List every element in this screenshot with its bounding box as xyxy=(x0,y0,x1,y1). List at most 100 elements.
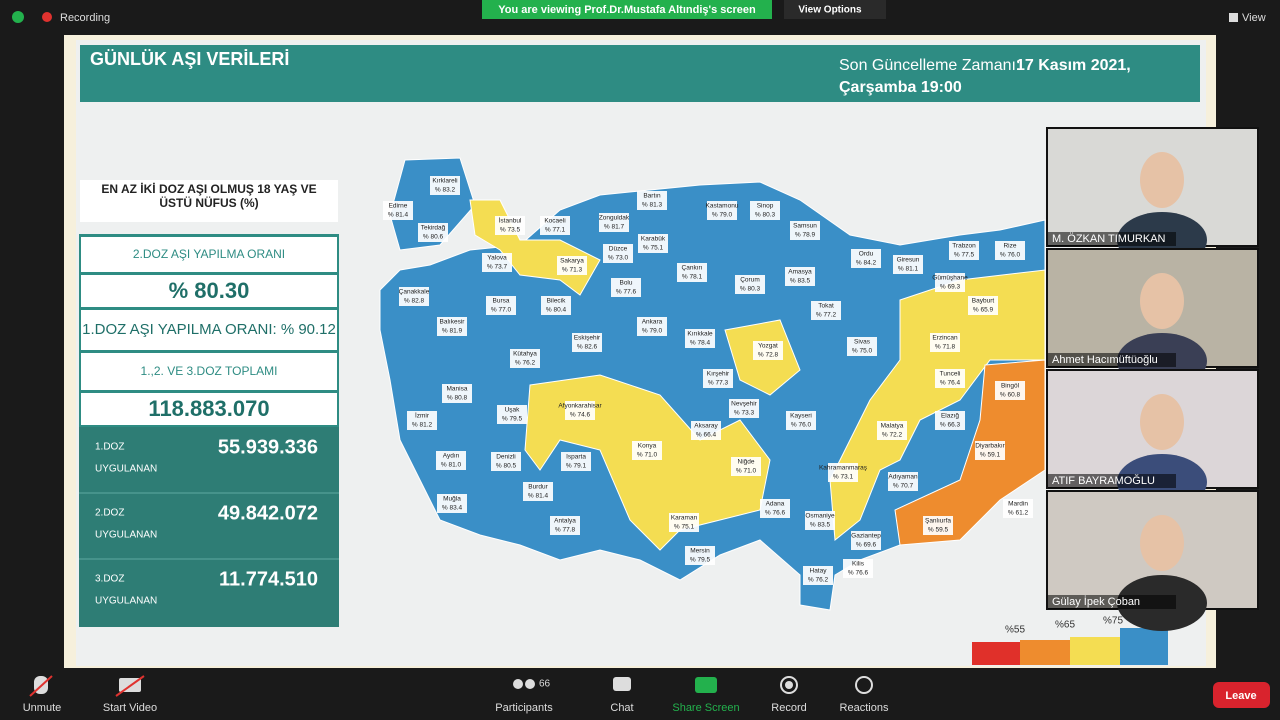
slide-header xyxy=(80,45,1200,102)
province-value: % 72.2 xyxy=(882,432,903,439)
province-value: % 81.7 xyxy=(604,224,625,231)
legend-swatch xyxy=(972,642,1020,665)
start-video-label[interactable]: Start Video xyxy=(103,702,157,714)
mute-slash xyxy=(29,675,53,697)
province-value: % 74.6 xyxy=(570,412,591,419)
province-label-box xyxy=(557,256,587,275)
province-label-box xyxy=(729,399,759,418)
province-name: Aydın xyxy=(443,453,460,460)
chat-label[interactable]: Chat xyxy=(610,702,633,714)
province-label-box xyxy=(669,513,699,532)
province-name: Samsun xyxy=(793,223,817,230)
updated-label: Son Güncelleme Zamanı: xyxy=(839,57,1020,74)
reactions-label[interactable]: Reactions xyxy=(840,702,889,714)
province-name: Isparta xyxy=(566,454,586,461)
province-name: Denizli xyxy=(496,454,516,461)
chat-icon[interactable] xyxy=(613,677,631,691)
province-name: Manisa xyxy=(447,386,468,393)
province-label-box xyxy=(731,457,761,476)
province-value: % 81.1 xyxy=(898,266,919,273)
security-icon[interactable] xyxy=(12,11,24,23)
view-options-button[interactable] xyxy=(784,0,886,19)
province-value: % 80.6 xyxy=(423,234,444,241)
dose-count: 55.939.336 xyxy=(218,436,318,458)
dose-count: 11.774.510 xyxy=(219,568,318,590)
province-value: % 73.7 xyxy=(487,264,508,271)
province-label-box xyxy=(790,221,820,240)
province-value: % 79.5 xyxy=(690,557,711,564)
province-name: Balıkesir xyxy=(440,319,466,326)
participant-name: Gülay İpek Çoban xyxy=(1052,595,1140,608)
participant-name: Ahmet Hacımüftüoğlu xyxy=(1052,354,1158,366)
province-label-box xyxy=(495,216,525,235)
province-label-box xyxy=(685,546,715,565)
province-label-box xyxy=(550,516,580,535)
record-label[interactable]: Record xyxy=(771,702,806,714)
participants-icon[interactable] xyxy=(513,679,523,689)
participant-count: 66 xyxy=(539,679,551,690)
unmute-label[interactable]: Unmute xyxy=(23,702,62,714)
province-name: Nevşehir xyxy=(731,401,757,408)
participant-name: M. ÖZKAN TIMURKAN xyxy=(1052,233,1166,245)
participant-face xyxy=(1140,394,1184,450)
province-name: Sinop xyxy=(757,203,774,210)
province-name: Amasya xyxy=(788,269,812,276)
province-name: Bingöl xyxy=(1001,383,1020,390)
province-name: Giresun xyxy=(897,257,920,264)
province-label-box xyxy=(753,341,783,360)
province-value: % 78.1 xyxy=(682,274,703,281)
province-label-box xyxy=(750,201,780,220)
province-label-box xyxy=(935,273,965,292)
province-value: % 76.6 xyxy=(848,570,869,577)
legend-swatch xyxy=(1070,637,1120,665)
province-value: % 59.5 xyxy=(928,527,949,534)
province-value: % 73.3 xyxy=(734,410,755,417)
reactions-icon[interactable] xyxy=(855,676,873,694)
province-name: Eskişehir xyxy=(574,335,601,342)
province-name: Kırıkkale xyxy=(687,331,713,338)
province-label-box xyxy=(437,494,467,513)
share-screen-label[interactable]: Share Screen xyxy=(672,702,739,714)
toolbar xyxy=(0,668,1280,720)
province-label-box xyxy=(599,213,629,232)
province-label-box xyxy=(637,191,667,210)
participants-label[interactable]: Participants xyxy=(495,702,553,714)
province-name: Kahramanmaraş xyxy=(819,465,868,472)
province-label-box xyxy=(561,452,591,471)
province-name: Burdur xyxy=(528,484,548,491)
province-value: % 80.3 xyxy=(740,286,761,293)
province-value: % 80.8 xyxy=(447,395,468,402)
province-name: Rize xyxy=(1003,243,1016,250)
leave-label[interactable]: Leave xyxy=(1225,690,1256,702)
province-label-box xyxy=(786,411,816,430)
province-label-box xyxy=(888,472,918,491)
leave-button[interactable] xyxy=(1213,682,1270,708)
recording-label: Recording xyxy=(60,12,110,24)
province-label-box xyxy=(968,296,998,315)
province-value: % 66.3 xyxy=(940,422,961,429)
province-value: % 83.2 xyxy=(435,187,456,194)
map-region xyxy=(894,359,1046,546)
participants-icon[interactable] xyxy=(525,679,535,689)
province-label-box xyxy=(843,559,873,578)
view-options-label[interactable]: View Options xyxy=(798,5,862,16)
province-label-box xyxy=(930,333,960,352)
province-value: % 61.2 xyxy=(1008,510,1029,517)
view-icon[interactable] xyxy=(1229,13,1238,22)
dose-rows: 1.DOZ UYGULANAN 55.939.336 2.DOZ UYGULANAN 49… xyxy=(95,436,318,606)
dose-name: 2.DOZ xyxy=(95,508,124,519)
province-name: Düzce xyxy=(609,246,628,253)
recording-dot xyxy=(42,12,52,22)
province-label-box xyxy=(735,275,765,294)
record-icon[interactable] xyxy=(780,676,798,694)
province-name: Zonguldak xyxy=(599,215,630,222)
video-slash xyxy=(115,675,145,697)
view-label[interactable]: View xyxy=(1242,12,1266,24)
share-icon[interactable] xyxy=(695,677,717,693)
participant-face xyxy=(1140,273,1184,329)
stats-row xyxy=(81,310,337,350)
province-value: % 82.8 xyxy=(404,298,425,305)
province-label-box xyxy=(811,301,841,320)
province-name: Ordu xyxy=(859,251,874,258)
legend: %55 %65 %75 xyxy=(1005,616,1123,636)
